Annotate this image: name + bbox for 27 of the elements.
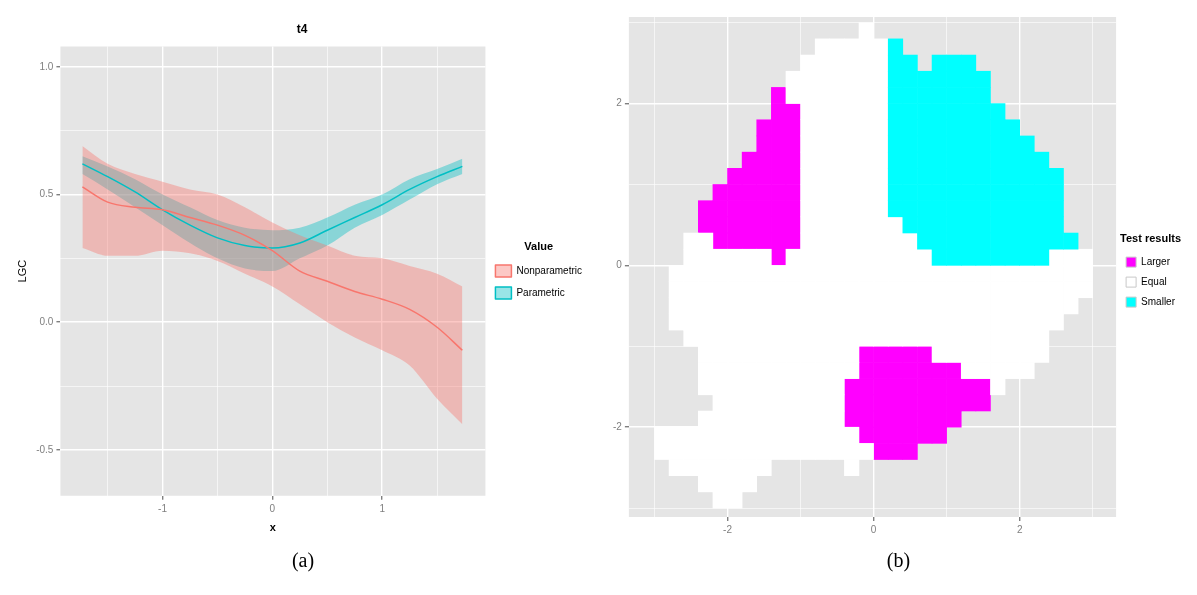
y-tick-label: 1.0: [39, 60, 54, 72]
text: (a): [291, 549, 315, 572]
x-tick-label: 1: [379, 502, 386, 514]
text: (b): [886, 549, 911, 572]
chart-title: t4: [296, 21, 308, 36]
legend-label: Equal: [1141, 275, 1167, 287]
y-axis-title: LGC: [15, 259, 28, 283]
x-tick-label: -2: [723, 523, 733, 535]
legend-title: Test results: [1120, 232, 1182, 245]
x-axis-title: x: [269, 521, 277, 534]
x-tick-label: 0: [870, 523, 877, 535]
y-tick-label: -2: [612, 420, 623, 432]
x-tick-label: 2: [1016, 523, 1023, 535]
legend-title: Value: [524, 240, 554, 253]
legend-label: Parametric: [516, 286, 565, 298]
y-tick-label: 0: [616, 259, 623, 271]
x-tick-label: 0: [269, 502, 276, 514]
y-tick-label: 0.0: [39, 315, 54, 327]
legend-label: Larger: [1141, 255, 1171, 267]
legend-label: Nonparametric: [516, 264, 583, 276]
y-tick-label: -0.5: [36, 443, 54, 455]
line-series: [81, 186, 464, 352]
legend-label: Smaller: [1141, 295, 1176, 307]
x-tick-label: -1: [158, 502, 168, 514]
line-series: [81, 163, 464, 249]
y-tick-label: 0.5: [39, 188, 54, 200]
y-tick-label: 2: [616, 97, 623, 109]
